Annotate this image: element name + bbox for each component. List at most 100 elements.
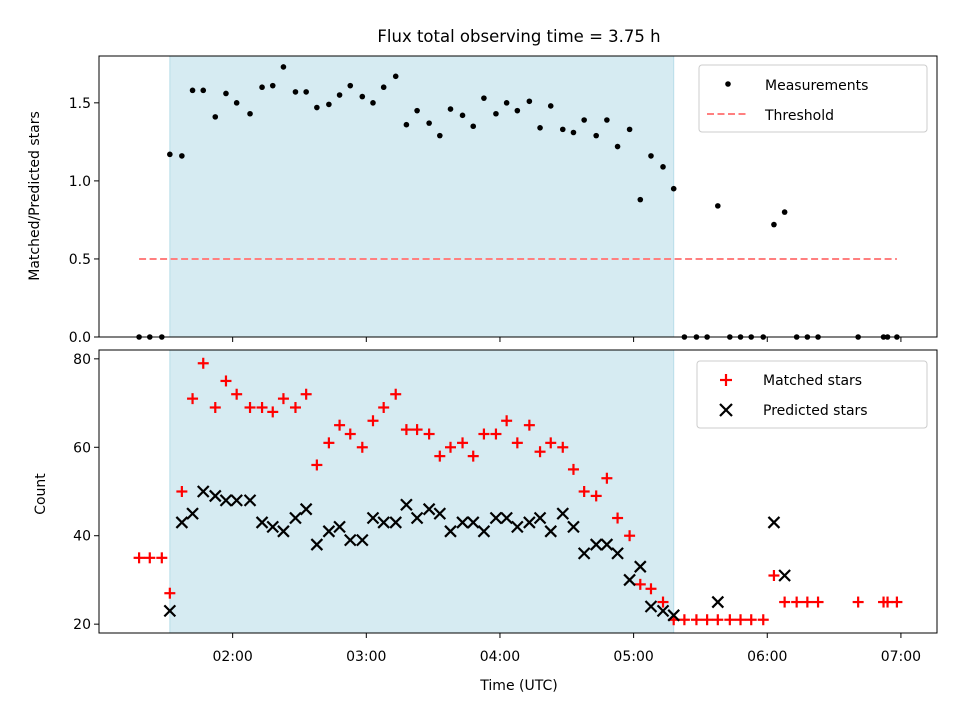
predicted-star-point bbox=[611, 547, 624, 560]
predicted-star-point bbox=[219, 494, 233, 507]
measurements-legend-marker bbox=[725, 81, 731, 87]
count-y-tick-label: 60 bbox=[73, 440, 91, 456]
predicted-star-point bbox=[456, 516, 469, 529]
measurement-point bbox=[426, 120, 432, 126]
threshold-legend-label: Threshold bbox=[764, 108, 834, 124]
measurement-point bbox=[280, 64, 287, 70]
matched-star-point bbox=[164, 587, 176, 599]
matched-star-point bbox=[678, 614, 690, 626]
matched-stars-series bbox=[133, 357, 903, 626]
measurement-point bbox=[637, 196, 644, 203]
matched-star-point bbox=[612, 512, 624, 524]
measurement-point bbox=[503, 100, 510, 106]
predicted-star-point bbox=[366, 511, 380, 525]
chart-title: Flux total observing time = 3.75 h bbox=[377, 27, 660, 46]
predicted-star-point bbox=[186, 507, 199, 520]
matched-star-point bbox=[356, 441, 368, 453]
measurement-point bbox=[715, 203, 721, 209]
predicted-star-point bbox=[433, 507, 447, 520]
matched-star-point bbox=[645, 583, 657, 595]
predicted-star-point bbox=[644, 600, 658, 613]
measurement-point bbox=[570, 129, 577, 136]
ratio-legend-box bbox=[698, 64, 928, 133]
x-tick-label: 02:00 bbox=[212, 649, 252, 665]
observing-window-shade-bottom bbox=[169, 349, 675, 634]
predicted-star-point bbox=[322, 525, 336, 538]
measurement-point bbox=[593, 132, 599, 139]
matched-star-point bbox=[590, 490, 602, 502]
matched-star-point bbox=[701, 614, 713, 626]
measurement-point bbox=[259, 84, 265, 91]
predicted-star-point bbox=[667, 609, 680, 622]
predicted-star-point bbox=[577, 547, 591, 560]
measurement-point bbox=[370, 100, 376, 106]
predicted-star-point bbox=[277, 525, 290, 538]
matched-star-point bbox=[457, 437, 469, 449]
predicted-star-point bbox=[343, 533, 357, 547]
predicted-star-point bbox=[255, 516, 269, 529]
predicted-star-point bbox=[623, 573, 636, 587]
ratio-panel: 0.0 0.5 1.0 1.5 Flux total observing time =… bbox=[27, 27, 938, 346]
ratio-x-ticks bbox=[232, 337, 902, 342]
measurement-point bbox=[670, 185, 677, 192]
matched-star-point bbox=[344, 428, 356, 440]
predicted-star-point bbox=[356, 533, 369, 547]
measurement-point bbox=[537, 125, 543, 131]
predicted-star-point bbox=[600, 538, 614, 551]
matched-star-point bbox=[323, 437, 335, 449]
matched-star-point bbox=[187, 393, 199, 405]
measurement-point bbox=[212, 114, 219, 120]
matched-star-point bbox=[300, 388, 312, 400]
matched-star-point bbox=[289, 401, 301, 413]
matched-star-point bbox=[133, 552, 145, 564]
predicted-star-point bbox=[778, 569, 791, 582]
matched-star-point bbox=[277, 393, 289, 405]
measurement-point bbox=[347, 82, 354, 89]
measurement-point bbox=[414, 107, 420, 114]
matched-stars-legend-label: Matched stars bbox=[763, 373, 862, 389]
measurement-point bbox=[660, 164, 666, 170]
matched-star-point bbox=[634, 578, 646, 590]
predicted-star-point bbox=[400, 498, 413, 512]
predicted-star-point bbox=[767, 516, 781, 529]
matched-star-point bbox=[735, 614, 747, 626]
count-legend: Matched stars Predicted stars bbox=[696, 360, 928, 429]
measurement-point bbox=[470, 123, 477, 130]
matched-star-point bbox=[534, 446, 546, 458]
matched-star-point bbox=[557, 441, 569, 453]
matched-star-point bbox=[390, 388, 402, 400]
measurement-point bbox=[336, 92, 343, 98]
measurement-point bbox=[771, 221, 777, 228]
observing-window-shade-top bbox=[169, 55, 675, 338]
predicted-star-point bbox=[511, 520, 524, 534]
predicted-star-point bbox=[163, 604, 177, 618]
count-y-tick-label: 20 bbox=[73, 617, 91, 633]
x-tick-label: 06:00 bbox=[747, 649, 787, 665]
predicted-stars-legend-marker bbox=[719, 403, 733, 417]
x-tick-label: 05:00 bbox=[613, 649, 653, 665]
measurement-point bbox=[614, 143, 621, 150]
x-tick-label: 03:00 bbox=[346, 649, 386, 665]
count-x-ticks: 02:00 03:00 04:00 05:00 06:00 07:00 bbox=[212, 633, 921, 665]
matched-star-point bbox=[334, 419, 346, 431]
predicted-star-point bbox=[377, 516, 390, 529]
predicted-star-point bbox=[466, 516, 480, 529]
matched-star-point bbox=[400, 424, 412, 436]
predicted-star-point bbox=[634, 560, 647, 573]
measurement-point bbox=[437, 132, 443, 139]
matched-star-point bbox=[882, 596, 894, 608]
measurement-point bbox=[626, 126, 633, 133]
count-y-tick-label: 40 bbox=[73, 529, 91, 545]
measurement-point bbox=[233, 100, 240, 106]
x-tick-label: 04:00 bbox=[480, 649, 520, 665]
predicted-star-point bbox=[410, 511, 424, 525]
measurement-point bbox=[314, 104, 320, 111]
measurement-point bbox=[269, 82, 276, 89]
measurement-point bbox=[380, 84, 387, 91]
matched-star-point bbox=[724, 614, 736, 626]
ratio-y-tick-label: 0.0 bbox=[69, 330, 91, 346]
measurements-series bbox=[136, 64, 900, 340]
measurement-point bbox=[526, 98, 533, 105]
measurement-point bbox=[493, 110, 499, 117]
